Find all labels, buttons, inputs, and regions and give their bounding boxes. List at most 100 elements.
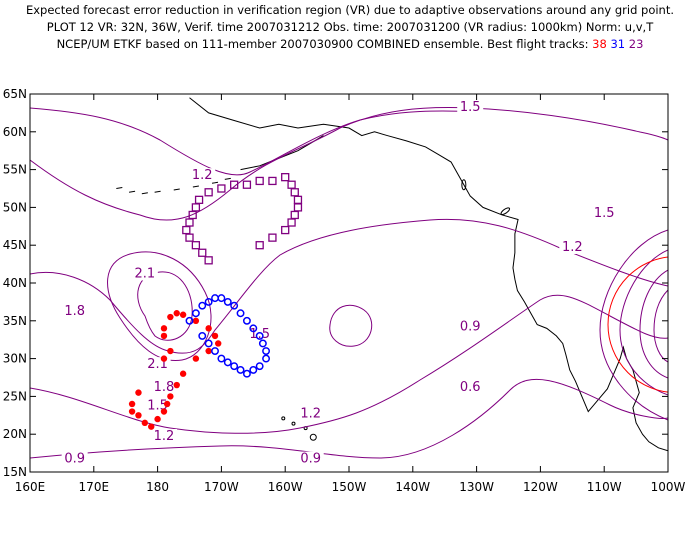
- track-point-red: [179, 311, 187, 318]
- hawaii-island: [291, 421, 296, 426]
- track-point-blue: [211, 347, 219, 355]
- hawaii-island: [309, 433, 317, 441]
- track-point-blue: [255, 331, 264, 340]
- contour-label-bg: [457, 379, 484, 394]
- track-point-red: [160, 408, 168, 415]
- contour-label-bg: [61, 451, 88, 466]
- track-point-blue: [258, 339, 267, 348]
- x-tick-label: 160E: [15, 480, 46, 494]
- track-point-blue: [249, 365, 258, 374]
- x-tick-label: 110W: [587, 480, 622, 494]
- track-point-blue: [191, 309, 200, 318]
- track-point-purple: [281, 173, 290, 182]
- track-point-blue: [198, 331, 207, 340]
- track-point-blue: [230, 301, 239, 310]
- track-point-blue: [204, 297, 213, 306]
- track-point-blue: [255, 362, 264, 371]
- aleutian-island: [211, 181, 219, 184]
- contour-label-bg: [150, 428, 177, 443]
- track-point-red: [154, 415, 161, 423]
- contour-label-bg: [61, 304, 88, 319]
- header-line-3: NCEP/UM ETKF based on 111-member 2007030…: [0, 36, 700, 53]
- track-point-purple: [182, 225, 191, 235]
- x-tick-label: 170E: [79, 480, 110, 494]
- header-line-2: PLOT 12 VR: 32N, 36W, Verif. time 200703…: [46, 20, 654, 34]
- track-point-purple: [191, 241, 201, 250]
- track-point-blue: [262, 354, 271, 363]
- x-tick-label: 120W: [523, 480, 558, 494]
- aleutian-island: [128, 190, 136, 193]
- y-tick-label: 20N: [3, 427, 27, 441]
- track-point-purple: [287, 218, 296, 227]
- flight-tracks: [128, 173, 303, 430]
- track-point-red: [205, 347, 212, 355]
- track-point-blue: [242, 369, 251, 378]
- track-point-red: [141, 419, 149, 427]
- contour-label-bg: [559, 239, 586, 254]
- contour-line: [599, 229, 668, 421]
- x-tick-label: 140W: [395, 480, 430, 494]
- contour-label: 1.2: [300, 406, 321, 421]
- y-tick-label: 35N: [3, 314, 27, 328]
- plot-header: Expected forecast error reduction in ver…: [0, 2, 700, 53]
- track-point-red: [160, 325, 168, 332]
- contour-line: [653, 289, 668, 363]
- contour-label-bg: [457, 100, 484, 115]
- hawaii-island: [281, 416, 286, 421]
- contour-label: 1.8: [154, 380, 175, 395]
- track-point-purple: [293, 203, 303, 212]
- track-point-blue: [204, 339, 213, 348]
- contour-label: 1.8: [64, 304, 85, 319]
- aleutian-island: [192, 185, 199, 188]
- aleutian-island: [224, 177, 231, 180]
- track-point-blue: [236, 365, 245, 374]
- contour-label: 0.6: [460, 380, 481, 395]
- track-point-purple: [290, 210, 299, 220]
- aleutian-island: [154, 190, 161, 193]
- track-point-red: [215, 340, 222, 347]
- y-tick-label: 45N: [3, 238, 27, 252]
- track-point-purple: [281, 225, 290, 235]
- track-point-red: [167, 313, 174, 321]
- track-point-blue: [211, 294, 219, 303]
- track-point-purple: [255, 176, 264, 186]
- track-point-purple: [293, 195, 303, 204]
- track-point-purple: [204, 256, 213, 265]
- track-point-blue: [217, 294, 226, 303]
- north-america-coast: [189, 97, 668, 452]
- contour-label: 1.5: [460, 100, 481, 115]
- vancouver-island: [500, 207, 511, 215]
- contour-label-bg: [457, 319, 484, 334]
- track-point-purple: [194, 195, 204, 204]
- contour-label: 0.9: [460, 319, 481, 334]
- track-point-blue: [198, 301, 207, 310]
- aleutian-island: [141, 192, 148, 195]
- track-point-red: [163, 400, 171, 408]
- track-point-red: [179, 370, 187, 377]
- contour-line: [30, 294, 668, 434]
- contour-label: 1.2: [562, 240, 583, 255]
- track-point-red: [135, 412, 142, 419]
- contour-line: [30, 107, 668, 221]
- contour-label-bg: [591, 205, 618, 220]
- track-point-purple: [290, 188, 299, 197]
- track-point-red: [135, 389, 142, 396]
- track-point-red: [128, 400, 136, 408]
- contour-label-bg: [246, 326, 273, 341]
- track-point-red: [160, 332, 168, 340]
- track-point-red: [205, 325, 212, 332]
- y-tick-label: 40N: [3, 276, 27, 290]
- track-point-red: [211, 332, 219, 340]
- coastlines: [116, 97, 668, 452]
- header-line-1: Expected forecast error reduction in ver…: [25, 3, 675, 17]
- track-point-purple: [242, 180, 252, 189]
- track-count-blue: 31: [610, 37, 626, 51]
- y-tick-label: 30N: [3, 352, 27, 366]
- x-tick-label: 100W: [651, 480, 686, 494]
- track-point-purple: [255, 241, 264, 250]
- track-point-blue: [242, 316, 251, 325]
- track-point-red: [192, 355, 200, 362]
- y-tick-label: 25N: [3, 389, 27, 403]
- track-point-blue: [223, 297, 232, 306]
